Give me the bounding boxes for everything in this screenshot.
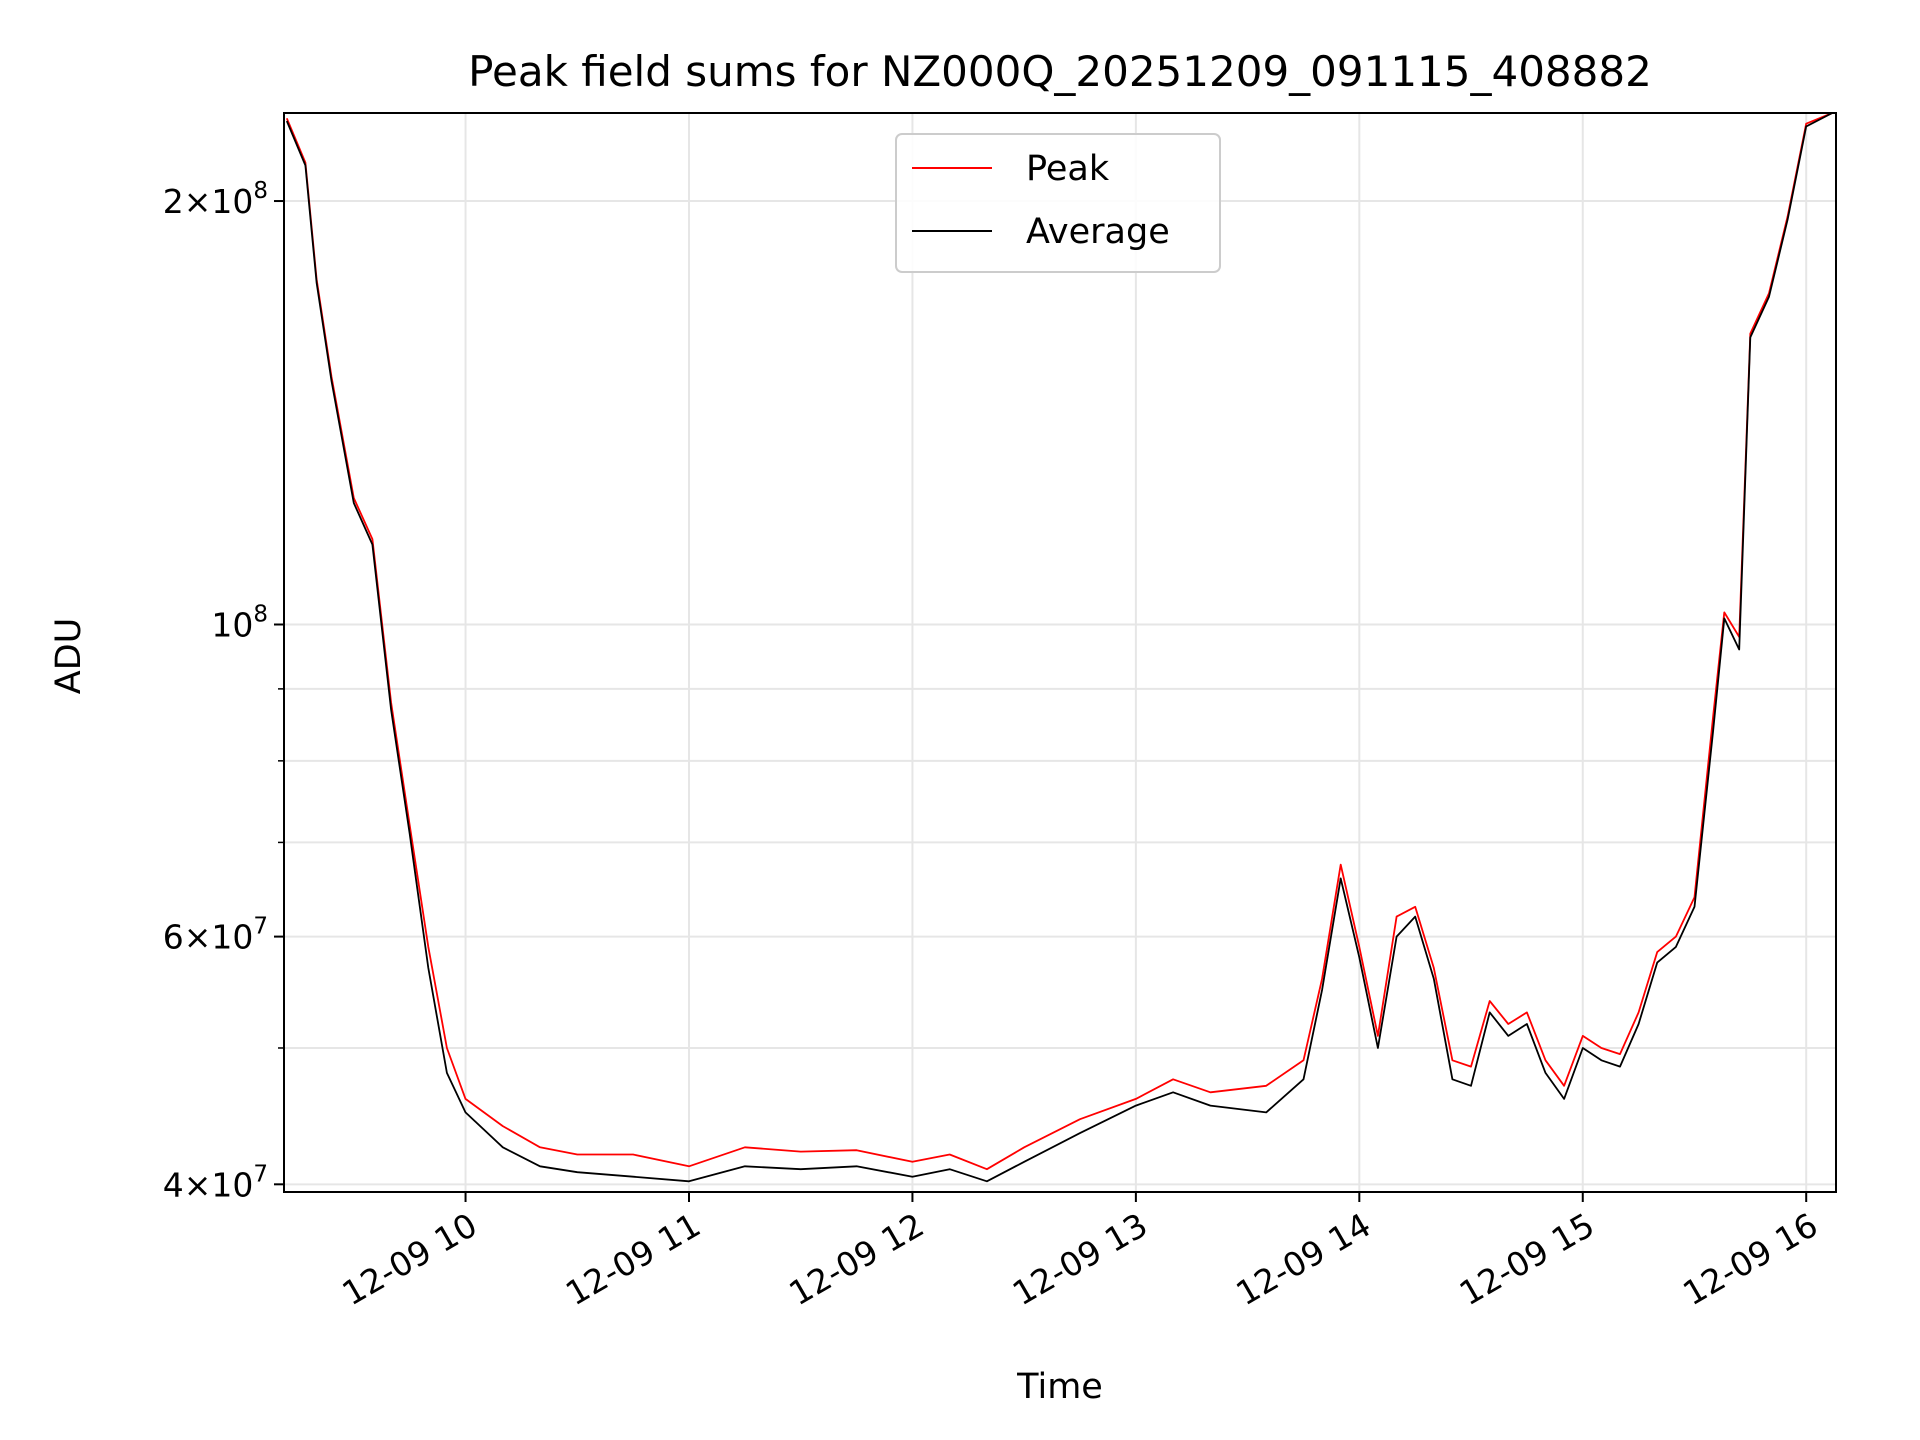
legend-label-peak: Peak xyxy=(1026,149,1110,189)
series-line-peak xyxy=(285,112,1833,1171)
legend-label-average: Average xyxy=(1026,212,1170,252)
legend: Peak Average xyxy=(895,133,1221,273)
series-line-average xyxy=(285,112,1833,1183)
x-axis-title: Time xyxy=(1016,1367,1103,1407)
y-tick-label: 4×107 xyxy=(163,1161,268,1204)
y-tick-label: 6×107 xyxy=(163,914,268,957)
y-tick-label: 2×108 xyxy=(163,178,268,221)
plot-frame xyxy=(283,112,1837,1193)
y-axis-title: ADU xyxy=(49,618,89,695)
chart-title: Peak field sums for NZ000Q_20251209_0911… xyxy=(468,47,1652,96)
y-tick-label: 108 xyxy=(211,602,268,645)
